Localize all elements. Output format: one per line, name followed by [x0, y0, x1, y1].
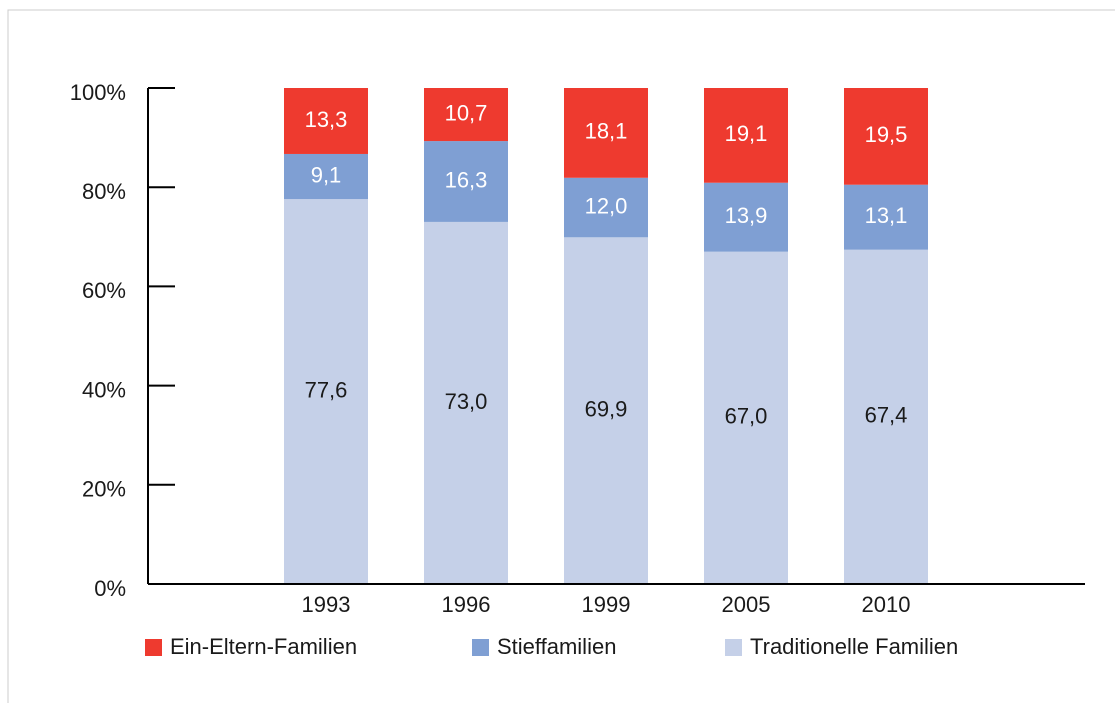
- data-label: 13,3: [305, 107, 348, 132]
- data-label: 67,4: [865, 403, 908, 428]
- bar-segment: [704, 182, 788, 252]
- x-tick-label: 2005: [722, 592, 771, 617]
- y-tick-label: 80%: [82, 179, 126, 204]
- y-tick-label: 20%: [82, 477, 126, 502]
- x-tick-label: 1993: [302, 592, 351, 617]
- data-label: 13,1: [865, 203, 908, 228]
- bar-segment: [564, 177, 648, 238]
- data-label: 67,0: [725, 404, 768, 429]
- bar-segment: [704, 251, 788, 584]
- data-label: 18,1: [585, 119, 628, 144]
- y-tick-label: 40%: [82, 377, 126, 402]
- data-label: 77,6: [305, 377, 348, 402]
- legend-swatch: [145, 639, 162, 656]
- bar-segment: [284, 199, 368, 584]
- data-label: 16,3: [445, 167, 488, 192]
- data-label: 73,0: [445, 389, 488, 414]
- data-label: 12,0: [585, 193, 628, 218]
- bar-segment: [564, 237, 648, 584]
- legend-swatch: [725, 639, 742, 656]
- data-label: 10,7: [445, 100, 488, 125]
- legend-label: Ein-Eltern-Familien: [170, 634, 357, 659]
- bar-segment: [424, 88, 508, 142]
- y-tick-label: 0%: [94, 576, 126, 601]
- bar-segment: [844, 88, 928, 185]
- data-label: 9,1: [311, 162, 342, 187]
- y-tick-label: 100%: [70, 80, 126, 105]
- bar-segment: [284, 88, 368, 154]
- bar-segment: [704, 88, 788, 183]
- y-tick-label: 60%: [82, 278, 126, 303]
- data-label: 13,9: [725, 203, 768, 228]
- legend-label: Traditionelle Familien: [750, 634, 958, 659]
- frame: [7, 9, 1115, 703]
- x-tick-label: 1996: [442, 592, 491, 617]
- legend-swatch: [472, 639, 489, 656]
- bar-segment: [844, 184, 928, 250]
- bar-segment: [424, 221, 508, 585]
- bar-segment: [844, 249, 928, 585]
- bar-segment: [424, 141, 508, 222]
- bar-segment: [564, 88, 648, 178]
- data-label: 69,9: [585, 396, 628, 421]
- x-tick-label: 2010: [862, 592, 911, 617]
- data-label: 19,1: [725, 121, 768, 146]
- bar-segment: [284, 153, 368, 200]
- legend-label: Stieffamilien: [497, 634, 616, 659]
- x-tick-label: 1999: [582, 592, 631, 617]
- data-label: 19,5: [865, 122, 908, 147]
